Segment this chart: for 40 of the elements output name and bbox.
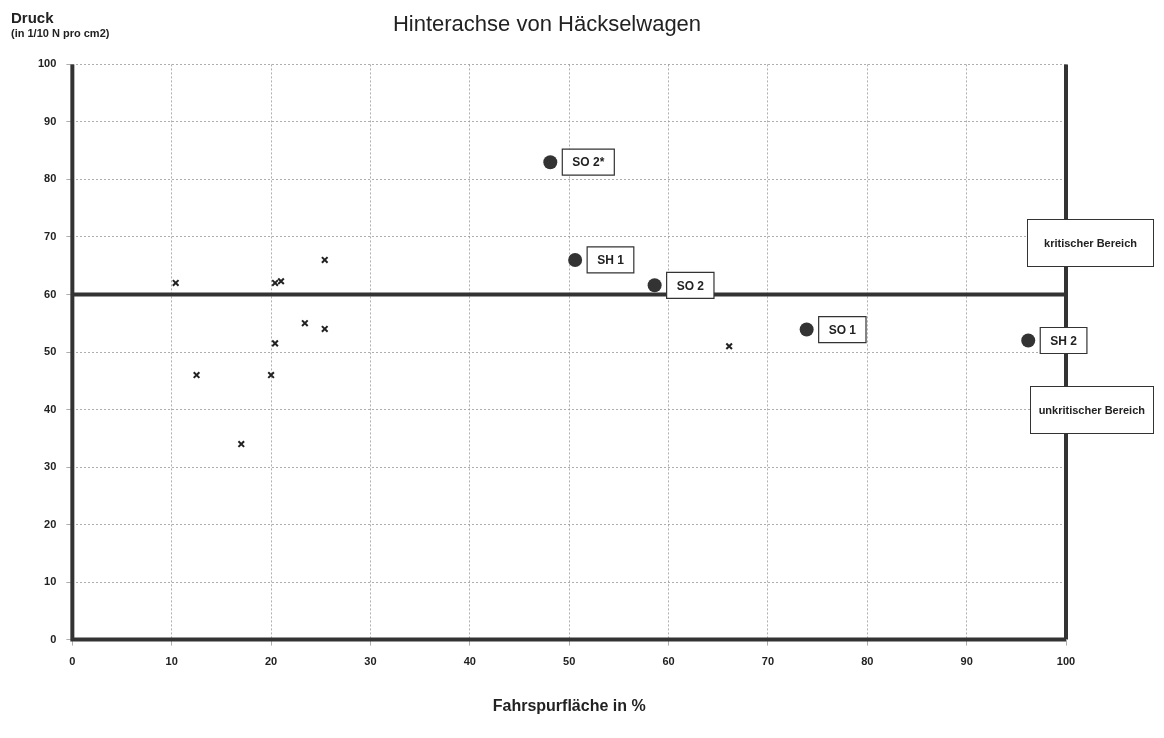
y-tick-label: 30 — [44, 460, 57, 473]
y-tick-label: 10 — [44, 575, 57, 588]
point — [799, 322, 814, 337]
x-tick-label: 10 — [165, 655, 178, 668]
y-axis-title: Druck — [11, 8, 55, 26]
y-tick-label: 50 — [44, 345, 57, 358]
x-tick-label: 0 — [69, 655, 76, 668]
x-tick-label: 100 — [1056, 655, 1076, 668]
x-tick-label: 80 — [861, 655, 874, 668]
y-tick-label: 80 — [44, 172, 57, 185]
y-tick-label: 0 — [50, 632, 57, 645]
x-tick-label: 40 — [463, 655, 476, 668]
x-tick-label: 70 — [761, 655, 775, 668]
text-box: kritischer Bereich — [1027, 218, 1154, 267]
x-tick-label: 50 — [563, 655, 576, 668]
x-axis-title: Fahrspurfläche in % — [492, 696, 646, 714]
y-tick-label: 70 — [44, 229, 57, 242]
annotation: SH 1 — [597, 253, 625, 268]
point — [568, 252, 583, 267]
point — [301, 319, 309, 328]
text: (in 1/10 N pro cm2) — [11, 26, 110, 39]
y-tick-label: 20 — [44, 517, 57, 530]
y-tick-label: 40 — [44, 402, 57, 415]
y-tick-label: 100 — [37, 57, 57, 70]
x-tick-label: 60 — [662, 655, 675, 668]
point — [543, 155, 558, 170]
annotation: SO 2 — [676, 278, 705, 293]
annotation: SO 2* — [572, 155, 605, 170]
annotation: SH 2 — [1050, 333, 1078, 348]
point — [1021, 333, 1036, 348]
x-tick-label: 90 — [960, 655, 973, 668]
point — [647, 278, 662, 293]
annotation: SO 1 — [828, 322, 857, 337]
y-tick-label: 90 — [44, 114, 57, 127]
text-box: unkritischer Bereich — [1029, 385, 1154, 434]
chart-title: Hinterachse von Häckselwagen — [392, 11, 702, 37]
point — [725, 342, 733, 351]
y-tick-label: 60 — [44, 287, 57, 300]
x-tick-label: 20 — [264, 655, 278, 668]
x-tick-label: 30 — [364, 655, 377, 668]
